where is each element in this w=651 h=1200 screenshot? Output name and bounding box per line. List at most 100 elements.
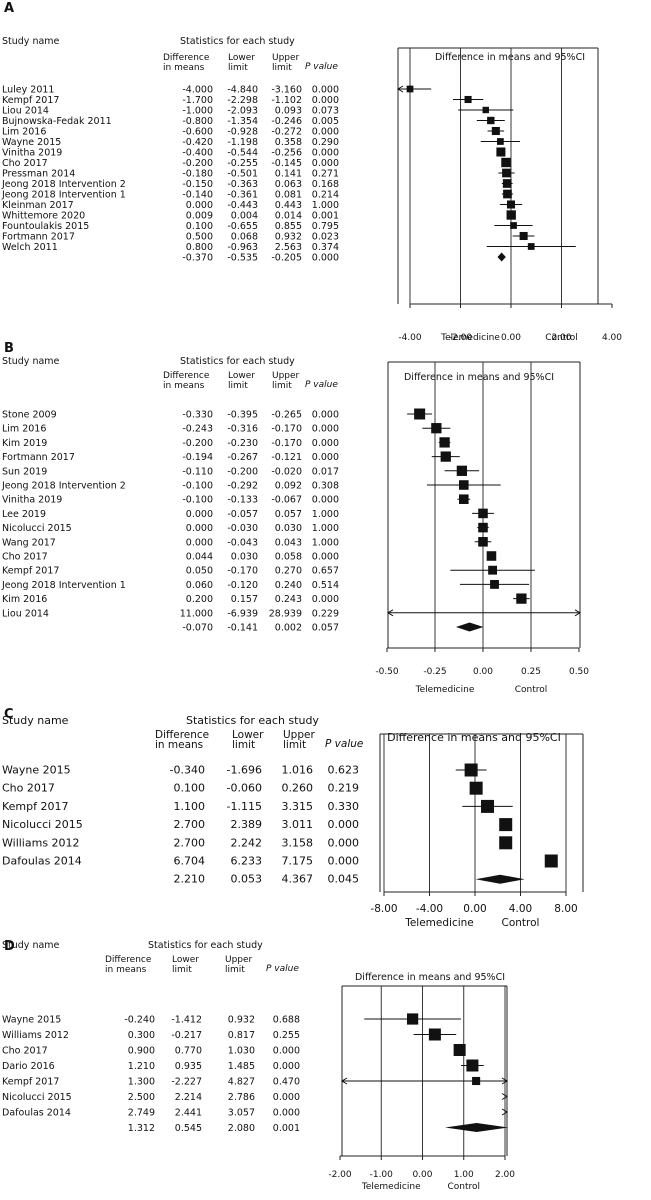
study-name: Kempf 2017 (2, 800, 69, 813)
pvalue-header: P value (325, 738, 363, 750)
x-tick-label: -8.00 (370, 903, 397, 915)
upper-header-line1: Upper (225, 955, 253, 965)
study-lower: 2.441 (175, 1108, 202, 1119)
effect-marker (502, 179, 512, 188)
x-tick-label: -2.00 (328, 1170, 352, 1180)
diff-header-line1: Difference (163, 53, 210, 63)
study-lower: -1.198 (227, 137, 258, 148)
study-row: Whittemore 2020 0.009 0.004 0.014 0.001 (2, 210, 516, 222)
summary-pvalue: 0.045 (328, 873, 360, 886)
effect-marker (414, 408, 426, 420)
effect-marker (478, 522, 488, 533)
summary-upper: -0.205 (271, 253, 302, 264)
study-row: Williams 2012 0.300 -0.217 0.817 0.255 (2, 1028, 457, 1041)
summary-lower: -0.535 (227, 253, 258, 264)
study-upper: -1.102 (271, 95, 302, 106)
study-row: Cho 2017 0.044 0.030 0.058 0.000 (2, 551, 497, 563)
study-row: Kempf 2017 1.300 -2.227 4.827 0.470 (2, 1077, 508, 1088)
upper-header-line2: limit (272, 381, 292, 391)
study-name: Kempf 2017 (2, 566, 59, 577)
study-pvalue: 0.000 (312, 410, 339, 421)
study-name: Dafoulas 2014 (2, 1108, 71, 1119)
upper-header-line2: limit (283, 739, 306, 751)
effect-marker (478, 537, 488, 547)
study-name: Wayne 2015 (2, 1015, 61, 1026)
lower-header-line2: limit (228, 381, 248, 391)
study-pvalue: 0.214 (312, 190, 339, 201)
study-name: Kim 2016 (2, 594, 47, 605)
effect-marker (456, 465, 468, 476)
effect-marker (406, 85, 414, 93)
study-pvalue: 0.308 (312, 481, 339, 492)
study-upper: -0.170 (271, 424, 302, 435)
study-pvalue: 0.623 (328, 764, 360, 777)
x-tick-label: 0.50 (569, 667, 589, 677)
study-upper: 1.016 (282, 764, 314, 777)
study-diff: -0.140 (182, 190, 213, 201)
study-upper: 0.240 (275, 580, 302, 591)
study-lower: -0.255 (227, 158, 258, 169)
study-upper: 0.081 (275, 190, 302, 201)
study-diff: 0.009 (186, 211, 213, 222)
study-upper: 0.817 (228, 1030, 255, 1041)
effect-marker (406, 1013, 419, 1025)
study-name-header: Study name (2, 940, 60, 951)
study-pvalue: 0.229 (312, 608, 339, 619)
study-name-header: Study name (2, 714, 69, 727)
x-tick-label: 1.00 (454, 1170, 474, 1180)
study-name: Kleinman 2017 (2, 200, 74, 211)
study-name: Jeong 2018 Intervention 1 (1, 580, 126, 591)
summary-lower: 0.053 (231, 873, 263, 886)
study-lower: -2.298 (227, 95, 258, 106)
study-upper: -0.170 (271, 438, 302, 449)
study-upper: 0.058 (275, 552, 302, 563)
study-name: Cho 2017 (2, 552, 48, 563)
upper-header-line2: limit (272, 63, 292, 73)
study-row: Cho 2017 0.100 -0.060 0.260 0.219 (2, 781, 483, 795)
study-row: Sun 2019 -0.110 -0.200 -0.020 0.017 (2, 465, 480, 477)
study-name: Welch 2011 (2, 242, 58, 253)
study-row: Vinitha 2019 -0.400 -0.544 -0.256 0.000 (2, 147, 506, 159)
study-row: Pressman 2014 -0.180 -0.501 0.141 0.271 (2, 169, 515, 180)
study-name: Nicolucci 2015 (2, 1092, 72, 1103)
study-upper: 0.030 (275, 523, 302, 534)
study-lower: -0.443 (227, 200, 258, 211)
study-lower: -6.939 (227, 608, 258, 619)
study-name: Dario 2016 (2, 1061, 55, 1072)
study-lower: -0.057 (227, 509, 258, 520)
ci-arrow-right (574, 609, 581, 617)
summary-row: -0.370 -0.535 -0.205 0.000 (182, 252, 506, 264)
study-pvalue: 0.000 (312, 158, 339, 169)
study-name: Fortmann 2017 (2, 452, 75, 463)
effect-marker (428, 1028, 441, 1041)
study-upper: 0.043 (275, 537, 302, 548)
study-upper: 0.141 (275, 169, 302, 180)
study-name: Nicolucci 2015 (2, 523, 72, 534)
study-pvalue: 1.000 (312, 509, 339, 520)
study-name: Liou 2014 (2, 608, 49, 619)
study-row: Wayne 2015 -0.420 -1.198 0.358 0.290 (2, 137, 521, 148)
effect-marker (459, 480, 469, 490)
study-pvalue: 0.000 (312, 594, 339, 605)
study-pvalue: 0.073 (312, 106, 339, 117)
effect-marker (482, 106, 489, 114)
study-diff: 2.700 (174, 818, 206, 831)
study-pvalue: 0.023 (312, 232, 339, 243)
x-label-left: Telemedicine (440, 333, 500, 343)
effect-marker (491, 126, 500, 136)
study-pvalue: 0.000 (273, 1046, 300, 1057)
effect-marker (496, 147, 506, 157)
study-diff: 1.100 (174, 800, 206, 813)
study-row: Jeong 2018 Intervention 1 -0.140 -0.361 0.0… (1, 190, 514, 201)
effect-marker (497, 138, 504, 145)
study-upper: 3.315 (282, 800, 314, 813)
study-name: Fortmann 2017 (2, 232, 75, 243)
study-upper: 7.175 (282, 855, 314, 868)
stats-header: Statistics for each study (180, 36, 295, 47)
study-row: Kim 2019 -0.200 -0.230 -0.170 0.000 (2, 437, 451, 449)
study-diff: -0.150 (182, 179, 213, 190)
study-diff: 2.749 (128, 1108, 155, 1119)
study-lower: -0.363 (227, 179, 258, 190)
